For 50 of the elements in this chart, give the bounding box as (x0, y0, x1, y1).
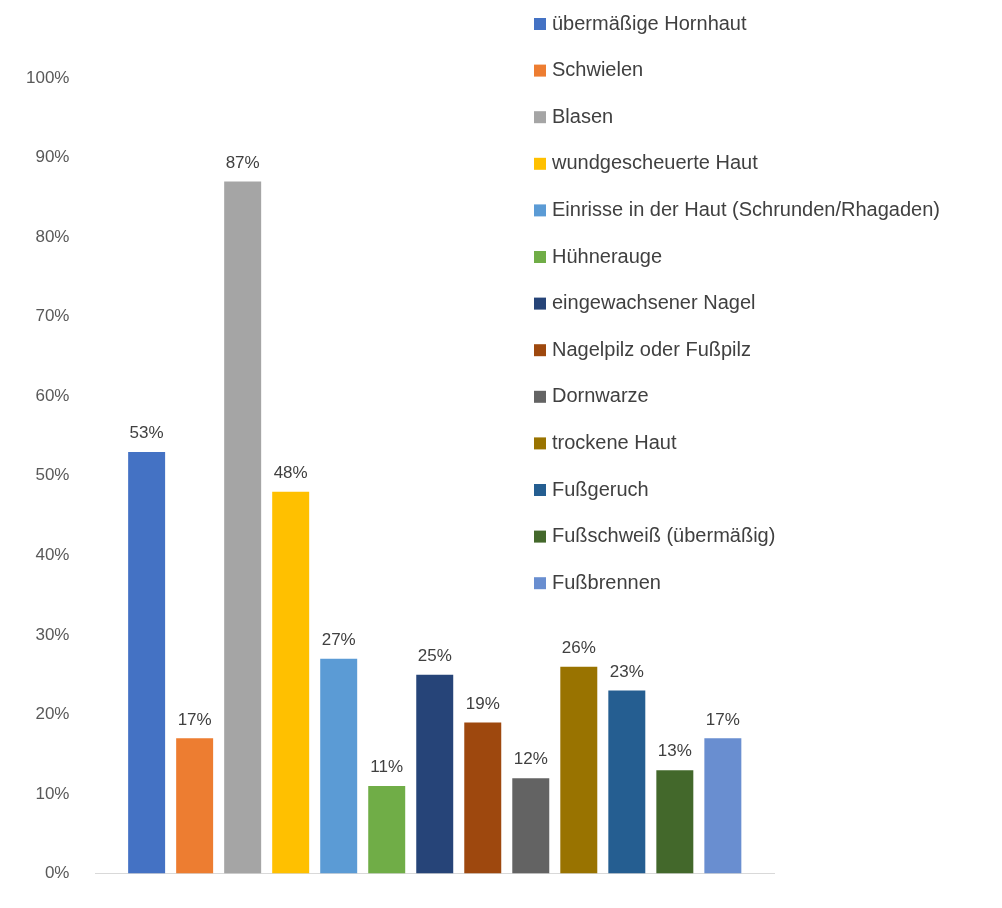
data-label: 17% (177, 709, 212, 729)
data-label: 19% (465, 693, 500, 713)
legend-label: wundgescheuerte Haut (551, 151, 759, 174)
y-tick-label: 60% (35, 385, 70, 405)
bar (560, 666, 598, 874)
data-label: 11% (370, 757, 404, 777)
bar (128, 451, 166, 874)
y-tick-label: 40% (35, 545, 70, 565)
legend-label: Blasen (552, 104, 614, 127)
legend-label: übermäßige Hornhaut (552, 11, 747, 34)
legend-label: Schwielen (552, 58, 644, 81)
data-label: 48% (273, 462, 308, 482)
data-label: 17% (705, 709, 740, 729)
bar (656, 770, 694, 874)
y-tick-label: 90% (35, 147, 70, 167)
legend-label: eingewachsener Nagel (552, 291, 756, 314)
data-label: 53% (129, 423, 164, 443)
y-tick-label: 80% (35, 226, 70, 246)
data-label: 25% (417, 645, 452, 665)
data-label: 12% (513, 749, 548, 769)
legend-label: Hühnerauge (552, 244, 663, 267)
data-label: 26% (561, 637, 596, 657)
y-tick-label: 100% (26, 67, 70, 87)
bar (608, 690, 646, 874)
legend-label: trockene Haut (552, 430, 677, 453)
data-label: 27% (321, 629, 356, 649)
data-label: 23% (609, 661, 644, 681)
bar (464, 722, 502, 874)
y-tick-label: 50% (35, 465, 70, 485)
bar (320, 658, 358, 874)
legend-label: Fußbrennen (552, 570, 661, 593)
bar (512, 778, 550, 874)
bar (368, 786, 406, 874)
bar (416, 674, 454, 874)
y-tick-label: 70% (35, 306, 70, 326)
bar (704, 738, 742, 874)
legend-label: Dornwarze (552, 384, 649, 407)
data-label: 13% (657, 741, 692, 761)
y-tick-label: 30% (35, 624, 70, 644)
legend-label: Fußschweiß (übermäßig) (552, 524, 776, 547)
y-tick-label: 0% (44, 863, 70, 883)
data-label: 87% (225, 152, 260, 172)
bar (224, 181, 262, 874)
y-tick-label: 10% (35, 783, 70, 803)
legend-label: Fußgeruch (552, 477, 649, 500)
bar (176, 738, 214, 874)
y-tick-label: 20% (35, 704, 70, 724)
legend-label: Nagelpilz oder Fußpilz (552, 337, 751, 360)
bar (272, 491, 310, 874)
legend-label: Einrisse in der Haut (Schrunden/Rhagaden) (552, 197, 940, 220)
